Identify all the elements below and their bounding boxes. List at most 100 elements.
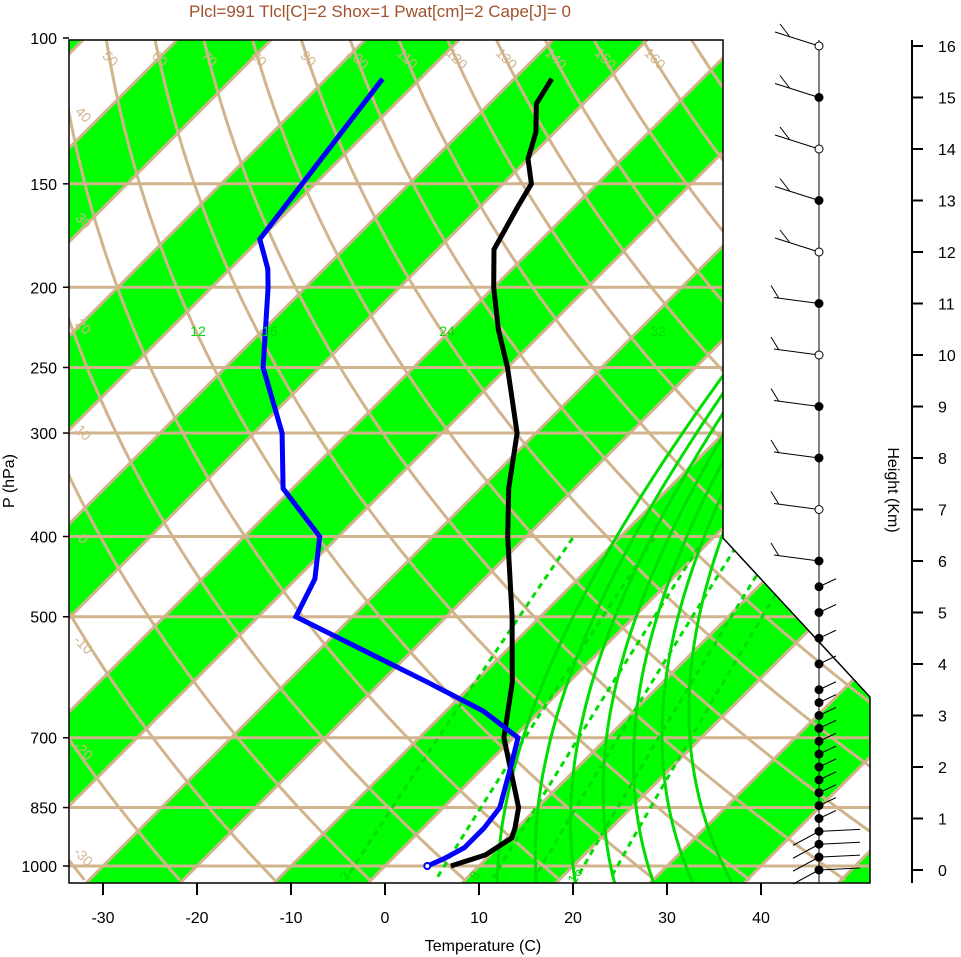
- height-tick-label: 5: [938, 606, 947, 623]
- temperature-tick-label: -20: [185, 910, 208, 927]
- temperature-tick-label: -10: [279, 910, 302, 927]
- wind-barb: [818, 867, 861, 871]
- height-tick-label: 8: [938, 451, 947, 468]
- pressure-tick-label: 700: [30, 731, 57, 748]
- wind-barb: [773, 451, 820, 459]
- wind-level-marker: [814, 556, 824, 566]
- height-tick-label: 6: [938, 554, 947, 571]
- grid-labels: 50 60 70 80 90 100 110 120 130 140 150 160403020100…: [71, 45, 669, 887]
- wind-level-marker: [814, 582, 824, 592]
- wind-level-marker: [814, 633, 824, 643]
- wind-barb: [774, 186, 820, 201]
- moist-adiabat-label: 12: [190, 323, 206, 339]
- plot-frame: [68, 39, 871, 884]
- isotherm-line: [460, 40, 870, 883]
- wind-level-marker: [814, 865, 824, 875]
- wind-barb: [774, 134, 820, 150]
- wind-level-marker: [814, 402, 824, 411]
- wind-level-marker: [814, 196, 824, 205]
- wind-level-marker: [814, 659, 824, 669]
- dry-adiabat-line: [592, 40, 870, 882]
- pressure-tick-label: 400: [30, 530, 57, 547]
- isotherm-line: [178, 40, 870, 883]
- pressure-ticks: 100 150 200 250 300 400 500 700 850 1000: [21, 31, 69, 876]
- wind-barb: [774, 237, 820, 253]
- wind-level-marker: [814, 608, 824, 617]
- temperature-tick-label: 0: [381, 910, 390, 927]
- wind-level-marker: [814, 775, 824, 785]
- height-tick-label: 7: [938, 503, 947, 520]
- wind-barb: [773, 348, 820, 356]
- wind-level-marker: [814, 698, 824, 708]
- dry-adiabat-line: [69, 40, 466, 882]
- wind-barb: [773, 297, 820, 304]
- wind-level-marker: [814, 299, 824, 308]
- height-tick-label: 9: [938, 400, 947, 417]
- isotherm-line: [69, 40, 461, 883]
- wind-level-marker: [814, 749, 824, 759]
- wind-barb: [779, 75, 791, 89]
- wind-barb: [779, 178, 791, 192]
- wind-level-marker: [814, 852, 824, 862]
- isotherm-line: [69, 40, 743, 883]
- wind-barb: [770, 439, 780, 454]
- wind-barb: [779, 23, 791, 38]
- temperature-tick-label: 20: [564, 910, 582, 927]
- dry-adiabat-line: [69, 40, 561, 882]
- wind-level-marker: [814, 826, 824, 836]
- mixing-ratio-line: [491, 537, 706, 879]
- mixing-ratio-line: [575, 537, 781, 879]
- wind-barb: [818, 854, 861, 858]
- dry-adiabat-line: [202, 40, 846, 882]
- height-tick-label: 11: [938, 297, 955, 314]
- wind-level-marker: [814, 350, 824, 360]
- wind-level-marker: [814, 685, 824, 695]
- wind-barb: [792, 869, 820, 885]
- temperature-ticks: -30 -20 -10 0 10 20 30 40: [91, 883, 770, 927]
- pressure-tick-label: 300: [30, 426, 57, 443]
- height-tick-label: 4: [938, 657, 947, 674]
- wind-level-marker: [814, 814, 824, 823]
- wind-level-marker: [814, 736, 824, 746]
- wind-level-marker: [814, 144, 824, 154]
- wind-level-marker: [814, 711, 824, 720]
- isotherm-line: [69, 40, 649, 883]
- height-tick-label: 13: [938, 194, 956, 211]
- isotherm-line: [648, 40, 870, 883]
- temperature-tick-label: 40: [752, 910, 770, 927]
- wind-level-marker: [814, 93, 824, 102]
- dry-adiabat-line: [299, 40, 870, 882]
- isotherm-line: [69, 40, 837, 883]
- isotherm-line: [69, 40, 273, 883]
- moist-band: [69, 40, 647, 883]
- moist-adiabat-line: [495, 330, 758, 883]
- pressure-tick-label: 150: [30, 177, 57, 194]
- temperature-tick-label: 10: [470, 910, 488, 927]
- dry-adiabat-line: [153, 40, 751, 882]
- height-tick-label: 15: [938, 91, 956, 108]
- wind-level-marker: [814, 505, 824, 514]
- mixing-ratio-label: 16: [564, 865, 586, 887]
- wind-barb: [818, 828, 861, 832]
- dry-adiabat-line: [69, 40, 371, 882]
- wind-level-marker: [814, 762, 824, 772]
- wind-barb: [770, 388, 780, 402]
- mixing-ratio-line: [435, 537, 656, 879]
- height-tick-label: 2: [938, 760, 947, 777]
- height-tick-label: 10: [938, 348, 956, 365]
- moist-adiabat-label: 16: [262, 323, 278, 339]
- wind-level-marker: [814, 801, 824, 811]
- wind-barb: [774, 83, 820, 98]
- wind-barb: [773, 400, 820, 407]
- moist-adiabat-line: [568, 330, 780, 883]
- wind-level-marker: [814, 247, 824, 257]
- temperature-tick-label: 30: [658, 910, 676, 927]
- chart-title: Plcl=991 Tlcl[C]=2 Shox=1 Pwat[cm]=2 Cap…: [189, 2, 571, 21]
- wind-level-marker: [814, 839, 824, 849]
- wind-level-marker: [814, 453, 824, 463]
- height-axis-title: Height (Km): [884, 447, 901, 532]
- height-tick-label: 3: [938, 709, 947, 726]
- height-tick-label: 1: [938, 812, 947, 829]
- height-tick-label: 14: [938, 142, 956, 159]
